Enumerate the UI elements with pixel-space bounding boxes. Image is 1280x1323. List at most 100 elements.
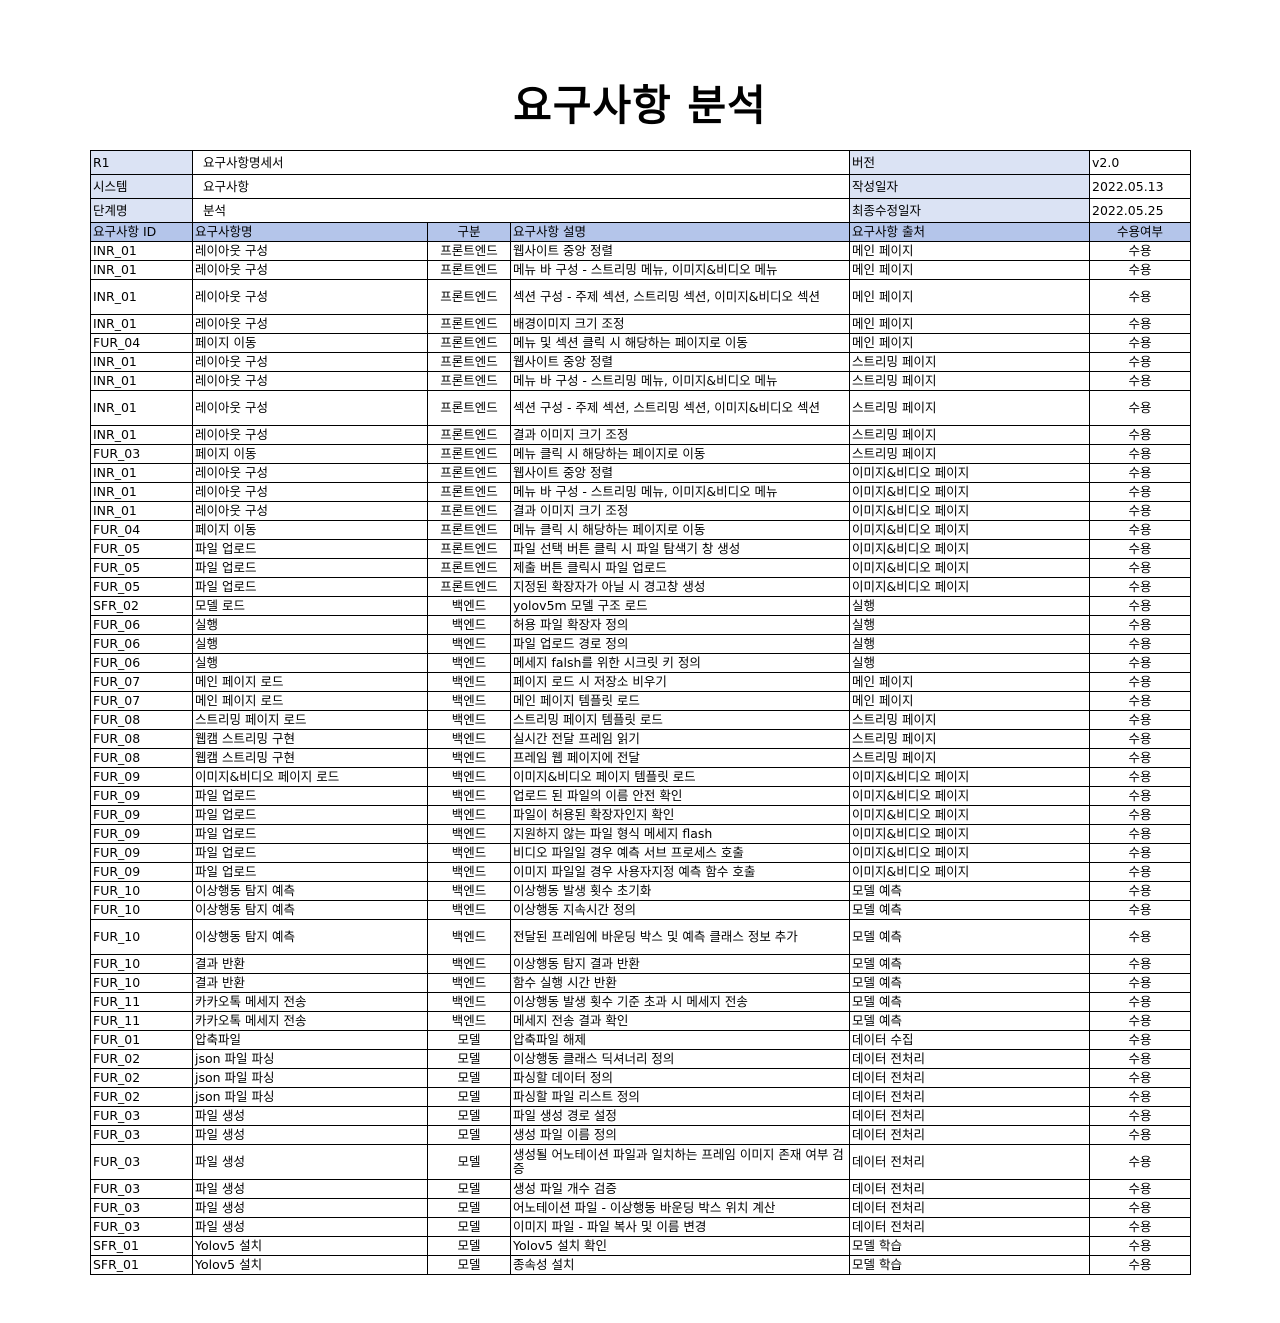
requirement-name-cell: 레이아웃 구성 xyxy=(192,390,428,426)
requirement-name-cell: 웹캠 스트리밍 구현 xyxy=(192,748,428,768)
accepted-cell: 수용 xyxy=(1089,672,1191,692)
category-cell: 백엔드 xyxy=(427,634,511,654)
source-cell: 이미지&비디오 페이지 xyxy=(849,520,1090,540)
source-cell: 모델 예측 xyxy=(849,973,1090,993)
description-cell: 함수 실행 시간 반환 xyxy=(510,973,850,993)
requirement-id-cell: SFR_01 xyxy=(90,1255,193,1275)
source-cell: 이미지&비디오 페이지 xyxy=(849,786,1090,806)
accepted-cell: 수용 xyxy=(1089,1255,1191,1275)
requirement-id-cell: FUR_04 xyxy=(90,520,193,540)
source-cell: 스트리밍 페이지 xyxy=(849,425,1090,445)
category-cell: 프론트엔드 xyxy=(427,520,511,540)
requirement-name-cell: 파일 생성 xyxy=(192,1106,428,1126)
category-cell: 백엔드 xyxy=(427,805,511,825)
description-cell: 이미지 파일일 경우 사용자지정 예측 함수 호출 xyxy=(510,862,850,882)
category-cell: 백엔드 xyxy=(427,881,511,901)
meta-value: v2.0 xyxy=(1089,150,1191,175)
table-row: FUR_09 파일 업로드 백엔드 비디오 파일일 경우 예측 서브 프로세스 호출 이… xyxy=(90,843,1191,863)
category-cell: 백엔드 xyxy=(427,1011,511,1031)
source-cell: 이미지&비디오 페이지 xyxy=(849,577,1090,597)
accepted-cell: 수용 xyxy=(1089,577,1191,597)
table-row: FUR_06 실행 백엔드 허용 파일 확장자 정의 실행 수용 xyxy=(90,615,1191,635)
accepted-cell: 수용 xyxy=(1089,1106,1191,1126)
description-cell: 비디오 파일일 경우 예측 서브 프로세스 호출 xyxy=(510,843,850,863)
source-cell: 이미지&비디오 페이지 xyxy=(849,539,1090,559)
requirement-id-cell: FUR_09 xyxy=(90,843,193,863)
meta-row: 시스템 요구사항 작성일자 2022.05.13 xyxy=(90,174,1191,199)
accepted-cell: 수용 xyxy=(1089,1125,1191,1145)
requirement-id-cell: FUR_03 xyxy=(90,1179,193,1199)
table-row: INR_01 레이아웃 구성 프론트엔드 섹션 구성 - 주제 섹션, 스트리밍 섹션… xyxy=(90,390,1191,426)
column-header-id: 요구사항 ID xyxy=(90,222,193,242)
description-cell: 생성 파일 개수 검증 xyxy=(510,1179,850,1199)
description-cell: 이상행동 지속시간 정의 xyxy=(510,900,850,920)
accepted-cell: 수용 xyxy=(1089,1049,1191,1069)
source-cell: 실행 xyxy=(849,615,1090,635)
description-cell: 압축파일 해제 xyxy=(510,1030,850,1050)
accepted-cell: 수용 xyxy=(1089,1217,1191,1237)
requirement-id-cell: FUR_03 xyxy=(90,444,193,464)
requirement-id-cell: INR_01 xyxy=(90,425,193,445)
accepted-cell: 수용 xyxy=(1089,539,1191,559)
description-cell: 결과 이미지 크기 조정 xyxy=(510,425,850,445)
description-cell: yolov5m 모델 구조 로드 xyxy=(510,596,850,616)
category-cell: 모델 xyxy=(427,1068,511,1088)
meta-label: 작성일자 xyxy=(849,174,1090,199)
table-row: FUR_02 json 파일 파싱 모델 파싱할 데이터 정의 데이터 전처리 수용 xyxy=(90,1068,1191,1088)
table-row: SFR_01 Yolov5 설치 모델 Yolov5 설치 확인 모델 학습 수용 xyxy=(90,1236,1191,1256)
description-cell: 이상행동 발생 횟수 초기화 xyxy=(510,881,850,901)
description-cell: 메뉴 바 구성 - 스트리밍 메뉴, 이미지&비디오 메뉴 xyxy=(510,260,850,280)
table-row: FUR_10 이상행동 탐지 예측 백엔드 전달된 프레임에 바운딩 박스 및 예측 … xyxy=(90,919,1191,955)
source-cell: 이미지&비디오 페이지 xyxy=(849,843,1090,863)
accepted-cell: 수용 xyxy=(1089,241,1191,261)
requirement-id-cell: FUR_03 xyxy=(90,1125,193,1145)
source-cell: 데이터 전처리 xyxy=(849,1125,1090,1145)
requirement-id-cell: FUR_08 xyxy=(90,710,193,730)
requirement-name-cell: 레이아웃 구성 xyxy=(192,425,428,445)
requirement-id-cell: FUR_09 xyxy=(90,862,193,882)
category-cell: 프론트엔드 xyxy=(427,482,511,502)
requirement-name-cell: 파일 생성 xyxy=(192,1144,428,1180)
source-cell: 데이터 전처리 xyxy=(849,1144,1090,1180)
source-cell: 스트리밍 페이지 xyxy=(849,371,1090,391)
source-cell: 스트리밍 페이지 xyxy=(849,390,1090,426)
category-cell: 백엔드 xyxy=(427,653,511,673)
table-row: FUR_10 결과 반환 백엔드 함수 실행 시간 반환 모델 예측 수용 xyxy=(90,973,1191,993)
table-row: FUR_09 파일 업로드 백엔드 업로드 된 파일의 이름 안전 확인 이미지&비디오… xyxy=(90,786,1191,806)
table-row: INR_01 레이아웃 구성 프론트엔드 메뉴 바 구성 - 스트리밍 메뉴, 이미지… xyxy=(90,371,1191,391)
description-cell: 생성될 어노테이션 파일과 일치하는 프레임 이미지 존재 여부 검증 xyxy=(510,1144,850,1180)
category-cell: 백엔드 xyxy=(427,919,511,955)
requirement-name-cell: 레이아웃 구성 xyxy=(192,260,428,280)
description-cell: 파일이 허용된 확장자인지 확인 xyxy=(510,805,850,825)
meta-label: R1 xyxy=(90,150,193,175)
table-row: FUR_03 파일 생성 모델 어노테이션 파일 - 이상행동 바운딩 박스 위치 계… xyxy=(90,1198,1191,1218)
description-cell: 웹사이트 중앙 정렬 xyxy=(510,241,850,261)
requirement-name-cell: 결과 반환 xyxy=(192,954,428,974)
category-cell: 백엔드 xyxy=(427,824,511,844)
category-cell: 백엔드 xyxy=(427,973,511,993)
accepted-cell: 수용 xyxy=(1089,992,1191,1012)
description-cell: 지원하지 않는 파일 형식 메세지 flash xyxy=(510,824,850,844)
accepted-cell: 수용 xyxy=(1089,748,1191,768)
requirement-id-cell: FUR_11 xyxy=(90,1011,193,1031)
description-cell: 메뉴 및 섹션 클릭 시 해당하는 페이지로 이동 xyxy=(510,333,850,353)
category-cell: 백엔드 xyxy=(427,767,511,787)
requirement-id-cell: FUR_06 xyxy=(90,615,193,635)
table-row: INR_01 레이아웃 구성 프론트엔드 메뉴 바 구성 - 스트리밍 메뉴, 이미지… xyxy=(90,482,1191,502)
requirement-name-cell: 레이아웃 구성 xyxy=(192,371,428,391)
requirement-name-cell: 압축파일 xyxy=(192,1030,428,1050)
requirement-name-cell: 파일 업로드 xyxy=(192,786,428,806)
requirement-id-cell: FUR_07 xyxy=(90,672,193,692)
requirement-id-cell: SFR_02 xyxy=(90,596,193,616)
source-cell: 실행 xyxy=(849,653,1090,673)
source-cell: 메인 페이지 xyxy=(849,279,1090,315)
requirement-name-cell: json 파일 파싱 xyxy=(192,1068,428,1088)
accepted-cell: 수용 xyxy=(1089,333,1191,353)
requirement-id-cell: FUR_10 xyxy=(90,954,193,974)
category-cell: 프론트엔드 xyxy=(427,444,511,464)
category-cell: 모델 xyxy=(427,1255,511,1275)
accepted-cell: 수용 xyxy=(1089,862,1191,882)
description-cell: 허용 파일 확장자 정의 xyxy=(510,615,850,635)
table-row: INR_01 레이아웃 구성 프론트엔드 결과 이미지 크기 조정 이미지&비디오 페이… xyxy=(90,501,1191,521)
description-cell: 파일 업로드 경로 정의 xyxy=(510,634,850,654)
